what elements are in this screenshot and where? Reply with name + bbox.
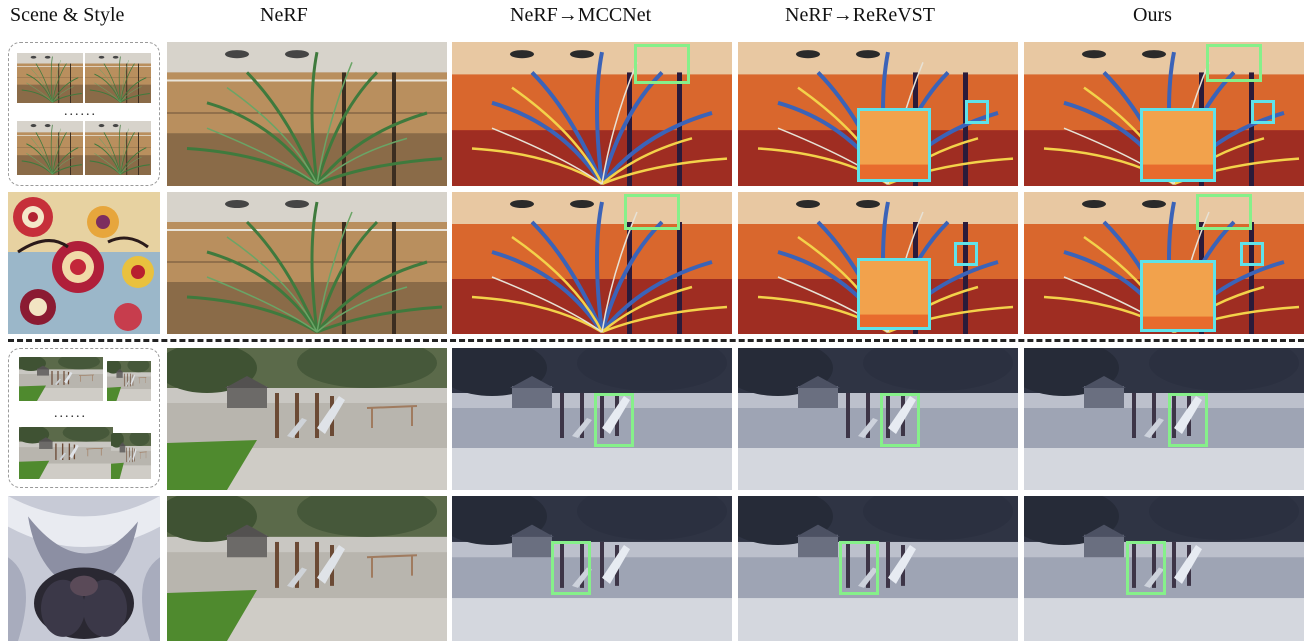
section-divider bbox=[8, 339, 1304, 342]
mccnet-result-image bbox=[452, 348, 732, 490]
ours-result-image bbox=[1024, 348, 1304, 490]
column-header-nerf: NeRF bbox=[260, 4, 308, 26]
column-header-nerf-rerevst: NeRF→ReReVST bbox=[785, 4, 935, 26]
column-header-nerf-mccnet: NeRF→MCCNet bbox=[510, 4, 652, 26]
fern-thumbnail-image bbox=[85, 53, 151, 103]
nerf-result-image bbox=[167, 192, 447, 334]
zoom-inset bbox=[1140, 260, 1216, 332]
zoom-box bbox=[1206, 44, 1262, 82]
playground-thumbnail-image bbox=[19, 357, 103, 401]
zoom-box bbox=[954, 242, 978, 266]
scene-thumbnails-playground: ...... bbox=[8, 348, 160, 488]
zoom-box bbox=[880, 393, 920, 447]
nerf-result-image bbox=[167, 42, 447, 186]
scene-thumbnails-fern: ...... bbox=[8, 42, 160, 186]
scene-thumbnail bbox=[17, 53, 83, 103]
nerf-result-image bbox=[167, 348, 447, 490]
scene-thumbnail bbox=[85, 53, 151, 103]
zoom-inset bbox=[857, 258, 931, 330]
column-header-ours: Ours bbox=[1133, 4, 1172, 26]
zoom-box bbox=[634, 44, 690, 84]
zoom-inset bbox=[1140, 108, 1216, 182]
style-image bbox=[8, 192, 160, 334]
scene-thumbnail bbox=[107, 361, 151, 401]
scene-thumbnail bbox=[19, 427, 113, 479]
style-image bbox=[8, 496, 160, 641]
zoom-box bbox=[551, 541, 591, 595]
playground-thumbnail-image bbox=[111, 433, 151, 479]
mccnet-result-image bbox=[452, 496, 732, 641]
fern-thumbnail-image bbox=[17, 121, 83, 175]
zoom-box bbox=[1196, 194, 1252, 230]
column-header-scene-style: Scene & Style bbox=[10, 4, 125, 26]
scene-thumbnail bbox=[111, 433, 151, 479]
zoom-box bbox=[1126, 541, 1166, 595]
scene-thumbnail bbox=[19, 357, 103, 401]
mccnet-result-image bbox=[452, 192, 732, 334]
zoom-box bbox=[839, 541, 879, 595]
mccnet-result-image bbox=[452, 42, 732, 186]
nerf-result-image bbox=[167, 496, 447, 641]
zoom-box bbox=[624, 194, 680, 230]
zoom-box bbox=[1240, 242, 1264, 266]
zoom-box bbox=[594, 393, 634, 447]
zoom-box bbox=[965, 100, 989, 124]
zoom-box bbox=[1251, 100, 1275, 124]
fern-thumbnail-image bbox=[17, 53, 83, 103]
scene-thumbnail bbox=[17, 121, 83, 175]
playground-thumbnail-image bbox=[19, 427, 113, 479]
zoom-box bbox=[1168, 393, 1208, 447]
ellipsis-dots: ...... bbox=[54, 406, 87, 421]
playground-thumbnail-image bbox=[107, 361, 151, 401]
scene-thumbnail bbox=[85, 121, 151, 175]
ellipsis-dots: ...... bbox=[64, 104, 97, 119]
rerevst-result-image bbox=[738, 348, 1018, 490]
fern-thumbnail-image bbox=[85, 121, 151, 175]
zoom-inset bbox=[857, 108, 931, 182]
